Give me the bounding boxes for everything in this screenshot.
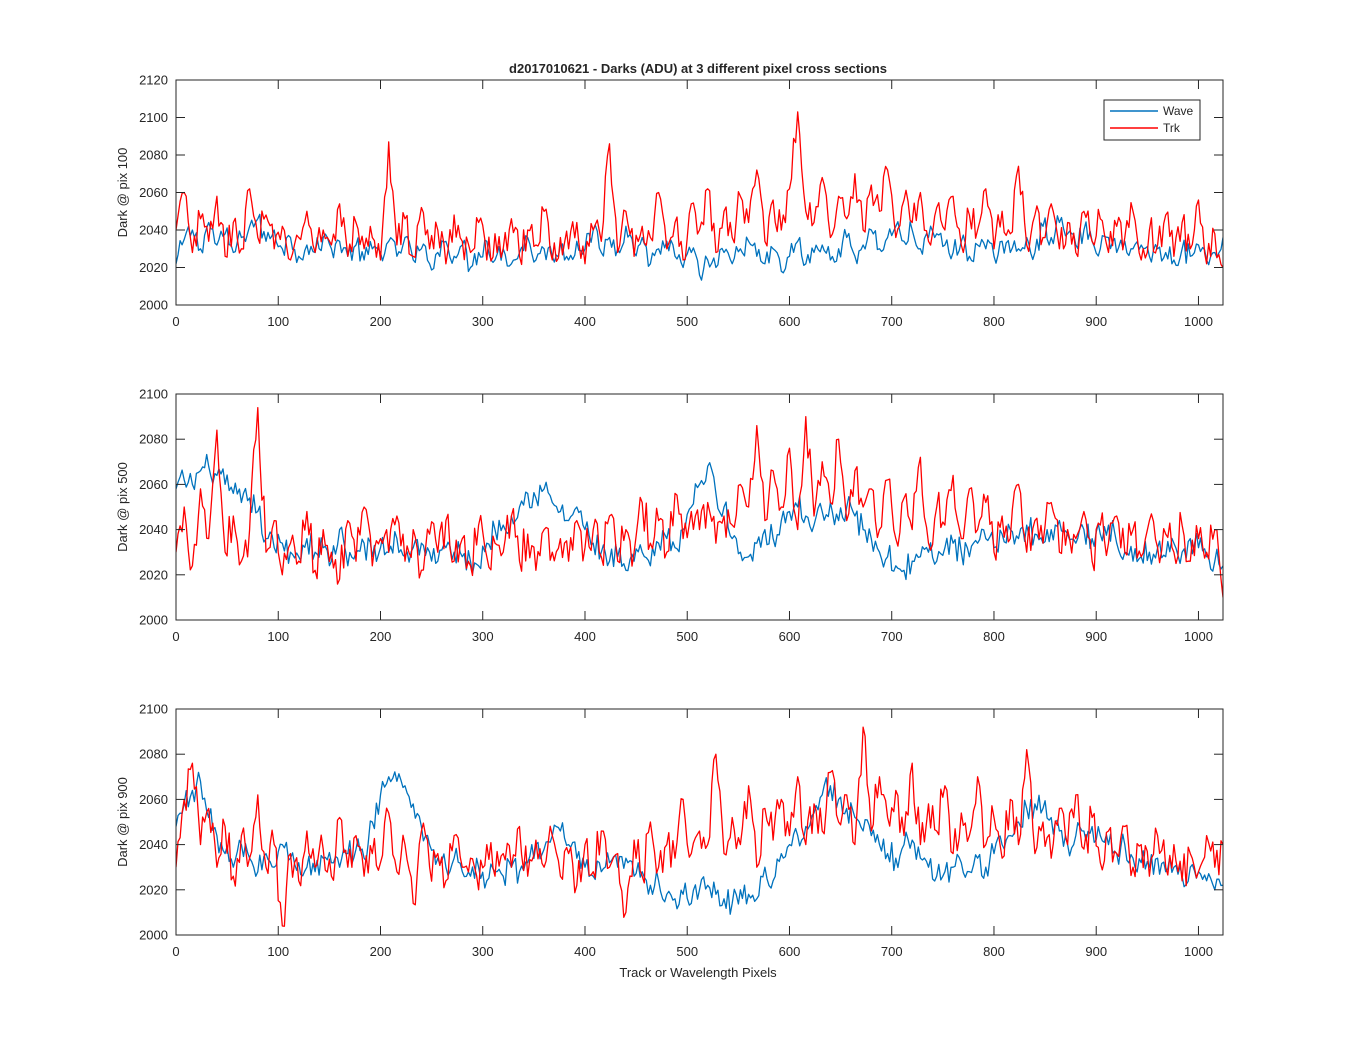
x-tick-label: 600 bbox=[779, 944, 801, 959]
x-tick-label: 1000 bbox=[1184, 944, 1213, 959]
legend: Wave Trk bbox=[1103, 99, 1201, 141]
x-tick-label: 700 bbox=[881, 944, 903, 959]
x-tick-label: 400 bbox=[574, 314, 596, 329]
y-tick-label: 2020 bbox=[139, 567, 168, 582]
x-tick-label: 800 bbox=[983, 314, 1005, 329]
panel-1: 0 100 200 300 400 500 600 700 800 900 1000 2000 2020… bbox=[115, 73, 1224, 329]
legend-box bbox=[1103, 99, 1201, 141]
y-axis-label: Dark @ pix 100 bbox=[115, 148, 130, 238]
x-tick-label: 700 bbox=[881, 314, 903, 329]
x-tick-label: 300 bbox=[472, 629, 494, 644]
x-tick-label: 0 bbox=[172, 314, 179, 329]
figure-title: d2017010621 - Darks (ADU) at 3 different… bbox=[509, 61, 887, 76]
x-tick-label: 800 bbox=[983, 944, 1005, 959]
x-tick-label: 900 bbox=[1085, 944, 1107, 959]
x-tick-label: 800 bbox=[983, 629, 1005, 644]
y-axis-label: Dark @ pix 900 bbox=[115, 777, 130, 867]
y-tick-label: 2060 bbox=[139, 185, 168, 200]
axes-box bbox=[175, 708, 1224, 936]
x-tick-label: 0 bbox=[172, 629, 179, 644]
x-tick-label: 900 bbox=[1085, 314, 1107, 329]
y-tick-label: 2100 bbox=[139, 387, 168, 402]
panel-2: 0 100 200 300 400 500 600 700 800 900 1000 2000 2020… bbox=[115, 387, 1224, 644]
y-tick-label: 2040 bbox=[139, 223, 168, 238]
x-tick-label: 300 bbox=[472, 314, 494, 329]
y-tick-label: 2020 bbox=[139, 260, 168, 275]
axes-box bbox=[175, 393, 1224, 621]
x-tick-label: 500 bbox=[676, 314, 698, 329]
x-tick-label: 300 bbox=[472, 944, 494, 959]
y-tick-label: 2040 bbox=[139, 522, 168, 537]
x-tick-label: 1000 bbox=[1184, 629, 1213, 644]
x-tick-label: 200 bbox=[370, 314, 392, 329]
y-tick-label: 2060 bbox=[139, 477, 168, 492]
x-tick-label: 500 bbox=[676, 944, 698, 959]
x-tick-label: 100 bbox=[267, 944, 289, 959]
y-tick-label: 2000 bbox=[139, 928, 168, 943]
y-tick-label: 2020 bbox=[139, 882, 168, 897]
legend-label-trk: Trk bbox=[1163, 121, 1181, 135]
x-tick-label: 100 bbox=[267, 629, 289, 644]
x-tick-label: 900 bbox=[1085, 629, 1107, 644]
y-tick-label: 2100 bbox=[139, 110, 168, 125]
series-line-wave bbox=[176, 453, 1223, 581]
legend-label-wave: Wave bbox=[1163, 104, 1194, 118]
y-tick-label: 2080 bbox=[139, 148, 168, 163]
y-axis-label: Dark @ pix 500 bbox=[115, 462, 130, 552]
panels: 0 100 200 300 400 500 600 700 800 900 100020002020… bbox=[115, 73, 1224, 959]
x-tick-label: 0 bbox=[172, 944, 179, 959]
x-tick-label: 600 bbox=[779, 629, 801, 644]
x-tick-label: 400 bbox=[574, 629, 596, 644]
x-tick-label: 200 bbox=[370, 629, 392, 644]
series-line-wave bbox=[176, 213, 1223, 281]
panel-3: 0 100 200 300 400 500 600 700 800 900 1000 2000 2020… bbox=[115, 702, 1224, 959]
y-tick-label: 2120 bbox=[139, 73, 168, 88]
series-line-trk bbox=[176, 726, 1223, 927]
x-axis-label: Track or Wavelength Pixels bbox=[619, 965, 777, 980]
x-tick-label: 500 bbox=[676, 629, 698, 644]
x-tick-label: 700 bbox=[881, 629, 903, 644]
x-tick-label: 600 bbox=[779, 314, 801, 329]
y-tick-label: 2000 bbox=[139, 613, 168, 628]
x-tick-label: 100 bbox=[267, 314, 289, 329]
y-tick-label: 2060 bbox=[139, 792, 168, 807]
series-line-wave bbox=[176, 771, 1223, 915]
y-tick-label: 2080 bbox=[139, 432, 168, 447]
x-tick-label: 1000 bbox=[1184, 314, 1213, 329]
series-line-trk bbox=[176, 111, 1223, 268]
y-tick-label: 2040 bbox=[139, 837, 168, 852]
series-line-trk bbox=[176, 406, 1223, 598]
x-tick-label: 400 bbox=[574, 944, 596, 959]
y-tick-label: 2100 bbox=[139, 702, 168, 717]
y-tick-label: 2080 bbox=[139, 747, 168, 762]
x-tick-label: 200 bbox=[370, 944, 392, 959]
y-tick-label: 2000 bbox=[139, 298, 168, 313]
